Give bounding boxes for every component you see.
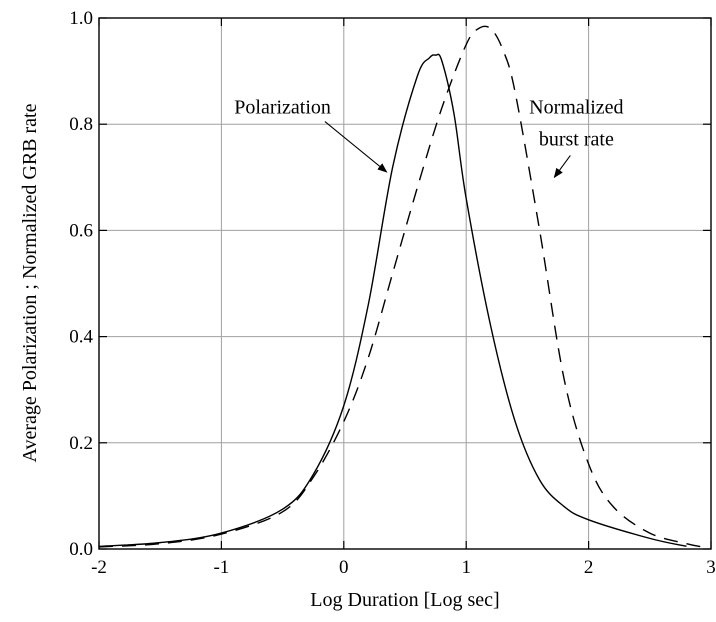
- x-axis-label: Log Duration [Log sec]: [310, 589, 499, 611]
- y-tick-label: 0.8: [69, 114, 93, 135]
- x-tick-label: 0: [339, 557, 349, 578]
- y-tick-label: 0.4: [69, 327, 93, 348]
- plot-frame: [98, 17, 712, 550]
- y-tick-label: 0.2: [69, 433, 93, 454]
- series-line-polarization: [98, 53, 687, 548]
- y-tick-label: 1.0: [69, 8, 93, 29]
- annotation-arrow: [553, 155, 571, 179]
- grid-layer: [99, 18, 711, 549]
- annotation-label: Normalized: [529, 97, 623, 119]
- annotation-label: burst rate: [539, 128, 614, 150]
- y-tick-label: 0.0: [69, 539, 93, 560]
- y-axis-label: Average Polarization ; Normalized GRB ra…: [19, 103, 41, 462]
- x-tick-label: -2: [91, 557, 107, 578]
- annotation-layer: Polarization Normalized burst rate: [234, 97, 624, 179]
- series-layer: [98, 25, 706, 549]
- x-tick-label: 3: [706, 557, 716, 578]
- tick-layer: -2 -1 0 1 2 3 0.0 0.2 0.4 0.6 0.8 1.0: [69, 8, 716, 578]
- x-tick-label: 1: [461, 557, 471, 578]
- annotation-arrow: [324, 121, 388, 173]
- x-tick-label: -1: [213, 557, 229, 578]
- series-line-burst-rate: [98, 25, 706, 549]
- annotation-label: Polarization: [234, 97, 331, 119]
- x-tick-label: 2: [584, 557, 594, 578]
- y-tick-label: 0.6: [69, 220, 93, 241]
